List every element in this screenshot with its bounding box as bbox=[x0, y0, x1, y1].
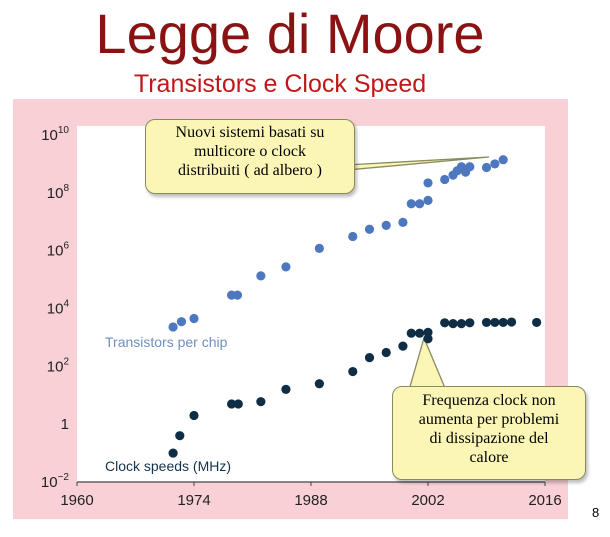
clock-speed-point bbox=[256, 397, 266, 407]
transistor-point bbox=[281, 262, 291, 272]
transistor-point bbox=[440, 174, 450, 185]
clock-speed-point bbox=[189, 410, 199, 421]
clock-speed-point bbox=[281, 384, 291, 394]
x-tick-label: 2002 bbox=[411, 492, 444, 509]
clock-speed-point bbox=[168, 448, 178, 458]
callout-clock-frequency-line: calore bbox=[469, 449, 509, 466]
clock-speed-point bbox=[448, 319, 458, 329]
transistor-point bbox=[168, 322, 178, 332]
clock-speed-point bbox=[227, 399, 237, 409]
callout-multicore: Nuovi sistemi basati su multicore o cloc… bbox=[145, 119, 355, 194]
clock-speed-point bbox=[423, 327, 433, 337]
clock-speed-point bbox=[465, 318, 475, 328]
transistor-point bbox=[314, 243, 324, 253]
clock-speed-point bbox=[423, 334, 433, 344]
series-label-transistors: Transistors per chip bbox=[105, 334, 228, 350]
clock-speed-point bbox=[348, 366, 358, 377]
transistor-point bbox=[423, 178, 433, 188]
transistor-point bbox=[465, 162, 475, 172]
transistor-point bbox=[256, 271, 266, 281]
clock-speed-point bbox=[481, 317, 492, 328]
transistor-point bbox=[232, 290, 243, 300]
x-tick-label: 1960 bbox=[60, 492, 93, 509]
clock-speed-point bbox=[498, 317, 508, 328]
series-label-clock-speeds: Clock speeds (MHz) bbox=[105, 458, 231, 474]
transistor-point bbox=[364, 224, 375, 234]
callout-multicore-line: multicore o clock bbox=[194, 143, 306, 160]
callout-multicore-line: distribuiti ( ad albero ) bbox=[178, 162, 322, 179]
clock-speed-point bbox=[490, 317, 500, 328]
clock-speed-point bbox=[233, 399, 243, 409]
transistor-point bbox=[481, 162, 492, 173]
clock-speed-point bbox=[406, 328, 416, 338]
clock-speed-point bbox=[506, 317, 517, 327]
x-tick-label: 2016 bbox=[528, 492, 561, 509]
clock-speed-point bbox=[440, 318, 450, 328]
transistor-point bbox=[406, 199, 416, 209]
transistor-point bbox=[490, 159, 500, 169]
transistor-point bbox=[176, 317, 187, 327]
transistor-point bbox=[348, 231, 358, 242]
clock-speed-point bbox=[381, 347, 391, 358]
callout-clock-frequency-line: Frequenza clock non bbox=[422, 392, 556, 409]
y-tick-label: 1010 bbox=[41, 125, 69, 144]
clock-speed-point bbox=[456, 319, 467, 329]
transistor-point bbox=[498, 155, 508, 165]
clock-speed-point bbox=[314, 379, 324, 389]
y-tick-label: 106 bbox=[47, 241, 70, 260]
clock-speed-point bbox=[364, 353, 375, 363]
y-tick-label: 104 bbox=[47, 299, 70, 318]
callout-clock-frequency-line: di dissipazione del bbox=[429, 430, 549, 447]
transistor-point bbox=[423, 195, 433, 205]
transistor-point bbox=[415, 199, 425, 209]
transistor-point bbox=[189, 313, 199, 324]
y-tick-label: 108 bbox=[47, 183, 70, 202]
slide-subtitle: Transistors e Clock Speed bbox=[133, 70, 427, 98]
callout-multicore-line: Nuovi sistemi basati su bbox=[175, 124, 325, 141]
clock-speed-point bbox=[532, 317, 542, 328]
transistor-point bbox=[398, 217, 408, 227]
transistor-point bbox=[381, 220, 391, 230]
x-tick-label: 1988 bbox=[294, 492, 327, 509]
slide-number: 8 bbox=[592, 505, 600, 520]
callout-clock-frequency: Frequenza clock non aumenta per problemi… bbox=[392, 386, 586, 480]
slide-title: Legge di Moore bbox=[95, 2, 485, 65]
y-tick-label: 10−2 bbox=[41, 472, 70, 491]
y-tick-label: 102 bbox=[47, 356, 70, 375]
clock-speed-point bbox=[175, 431, 185, 441]
x-tick-label: 1974 bbox=[177, 492, 210, 509]
callout-clock-frequency-line: aumenta per problemi bbox=[418, 411, 560, 428]
clock-speed-point bbox=[398, 341, 408, 351]
clock-speed-point bbox=[415, 328, 425, 338]
y-tick-label: 1 bbox=[61, 416, 69, 433]
